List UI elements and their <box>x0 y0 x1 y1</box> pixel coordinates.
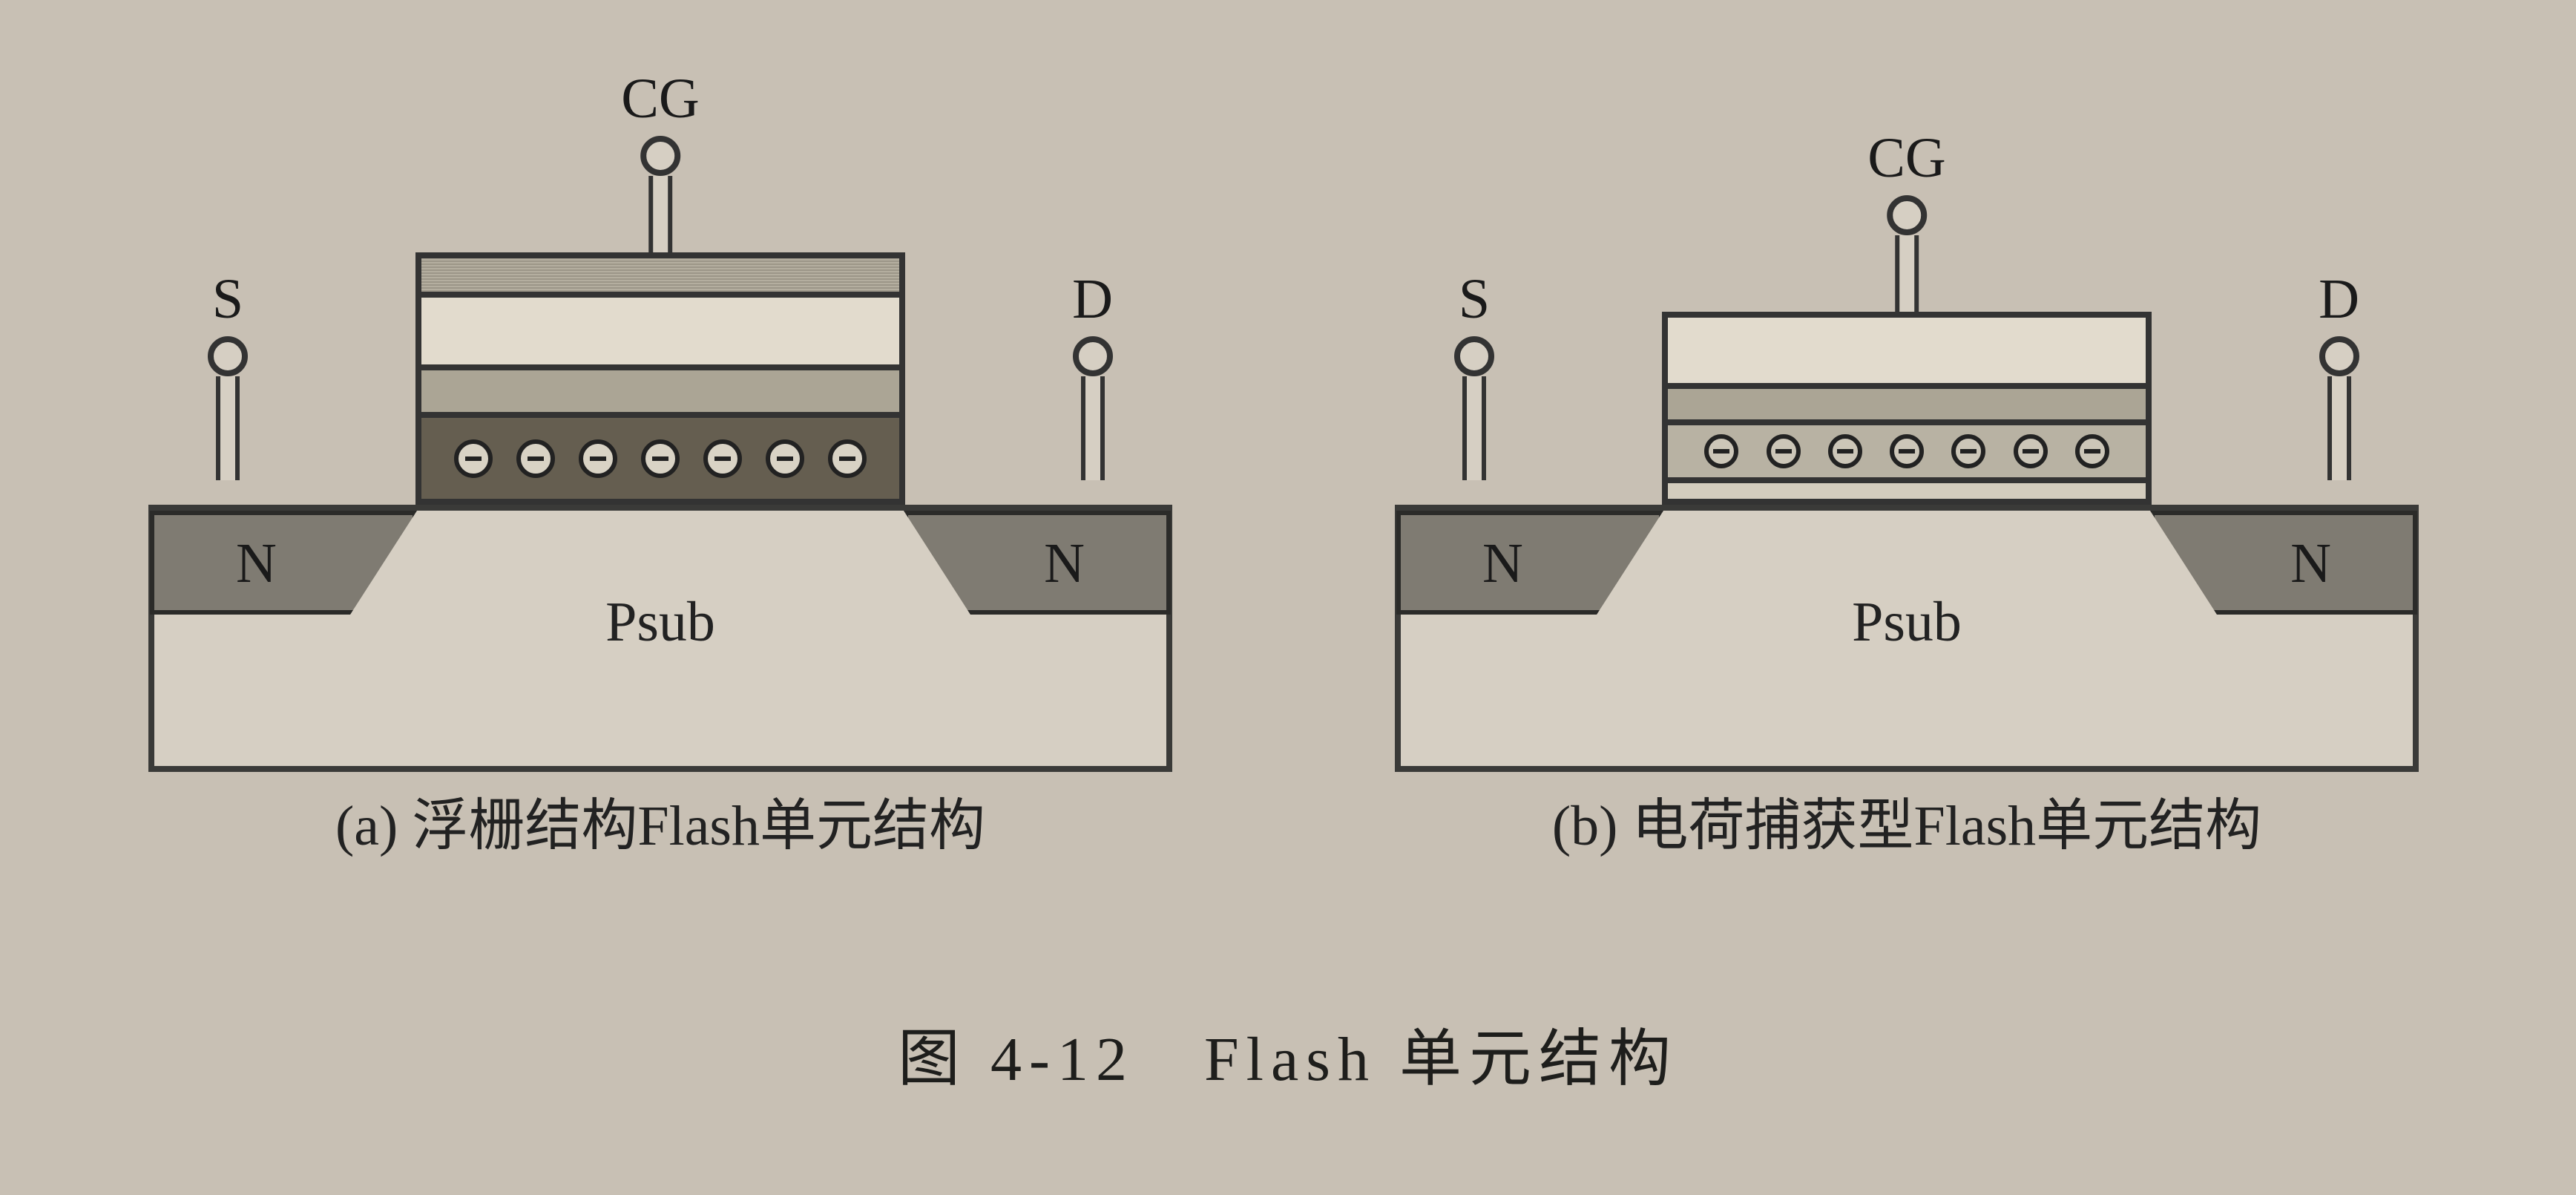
terminal-s-label: S <box>212 267 243 332</box>
terminal-s-label: S <box>1459 267 1490 332</box>
electron-icon <box>828 439 867 478</box>
layer-control-gate <box>1668 318 2146 383</box>
psub-label: Psub <box>1401 590 2413 655</box>
terminal-drain: D <box>1072 267 1113 480</box>
terminal-node-icon <box>1887 195 1927 235</box>
n-region-label: N <box>2290 531 2331 596</box>
terminal-node-icon <box>640 136 680 176</box>
trapped-electrons <box>1668 425 2146 477</box>
electron-icon <box>2075 434 2109 468</box>
electron-icon <box>641 439 680 478</box>
diagram-a-caption: (a) 浮栅结构Flash单元结构 <box>104 779 1217 861</box>
psub-label: Psub <box>154 590 1166 655</box>
terminal-d-label: D <box>2319 267 2359 332</box>
electron-icon <box>766 439 804 478</box>
gate-stack-floating <box>415 252 905 505</box>
electron-icon <box>516 439 555 478</box>
terminal-control-gate: CG <box>1867 126 1946 321</box>
stored-electrons <box>421 418 899 499</box>
figure-main-caption: 图 4-12 Flash 单元结构 <box>0 1009 2576 1099</box>
p-substrate: N N Psub <box>148 505 1172 772</box>
diagram-b-caption: (b) 电荷捕获型Flash单元结构 <box>1350 779 2463 861</box>
terminal-node-icon <box>208 336 248 376</box>
terminal-drain: D <box>2319 267 2359 480</box>
layer-top-oxide <box>421 258 899 292</box>
terminal-lead <box>216 376 240 480</box>
p-substrate: N N Psub <box>1395 505 2419 772</box>
electron-icon <box>1828 434 1862 468</box>
figure-page: CG S D <box>0 0 2576 1195</box>
diagram-a-floating-gate: CG S D <box>104 82 1217 861</box>
electron-icon <box>454 439 493 478</box>
terminal-lead <box>648 176 672 261</box>
layer-floating-gate <box>421 412 899 499</box>
terminal-lead <box>2327 376 2351 480</box>
electron-icon <box>579 439 617 478</box>
electron-icon <box>1890 434 1924 468</box>
n-region-label: N <box>1044 531 1085 596</box>
electron-icon <box>1951 434 1985 468</box>
electron-icon <box>2014 434 2048 468</box>
layer-blocking-oxide <box>1668 383 2146 419</box>
terminal-node-icon <box>1454 336 1494 376</box>
terminal-node-icon <box>1073 336 1113 376</box>
n-region-label: N <box>1482 531 1523 596</box>
terminal-lead <box>1895 235 1919 321</box>
layer-charge-trap <box>1668 419 2146 477</box>
terminal-cg-label: CG <box>1867 126 1946 191</box>
terminal-source: S <box>208 267 248 480</box>
gate-stack-charge-trap <box>1662 312 2152 505</box>
layer-inter-poly-dielectric <box>421 364 899 413</box>
terminal-lead <box>1462 376 1486 480</box>
terminal-cg-label: CG <box>621 67 700 131</box>
layer-tunnel-oxide <box>1668 477 2146 499</box>
electron-icon <box>703 439 742 478</box>
layer-control-gate <box>421 292 899 364</box>
terminal-control-gate: CG <box>621 67 700 261</box>
terminal-d-label: D <box>1072 267 1113 332</box>
terminal-node-icon <box>2319 336 2359 376</box>
electron-icon <box>1704 434 1738 468</box>
n-region-label: N <box>236 531 277 596</box>
electron-icon <box>1767 434 1801 468</box>
terminal-source: S <box>1454 267 1494 480</box>
diagram-b-charge-trap: CG S D <box>1350 82 2463 861</box>
terminal-lead <box>1081 376 1105 480</box>
